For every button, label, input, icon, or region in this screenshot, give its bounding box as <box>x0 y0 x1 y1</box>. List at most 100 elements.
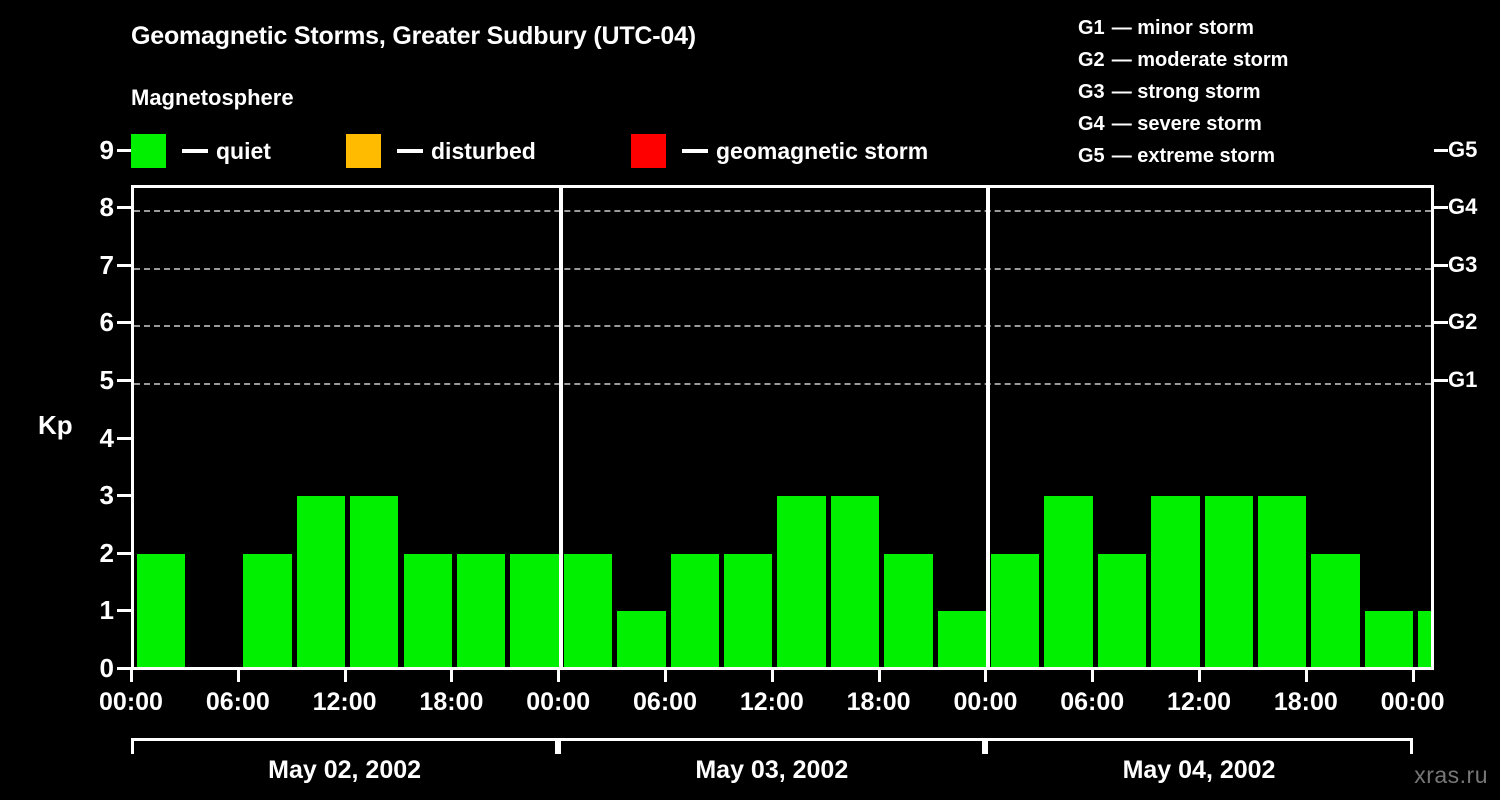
x-axis-tick-label: 18:00 <box>846 688 911 716</box>
x-axis-tick <box>1411 670 1415 682</box>
bar <box>1418 611 1431 667</box>
y-axis-tick-label: 2 <box>99 537 114 568</box>
g-legend-code: G2 <box>1078 48 1105 71</box>
legend-label: geomagnetic storm <box>716 137 929 164</box>
y-axis-tick <box>117 206 131 210</box>
y-axis-tick <box>117 436 131 440</box>
bar <box>1151 496 1200 667</box>
x-axis-tick-label: 00:00 <box>953 688 1018 716</box>
g-legend-code: G5 <box>1078 144 1105 167</box>
g-scale-legend: G1 — minor storm G2 — moderate storm G3 — str… <box>1078 12 1288 172</box>
gridline <box>134 267 1431 270</box>
g-legend-description: — strong storm <box>1111 80 1261 103</box>
g-legend-description: — extreme storm <box>1111 144 1276 167</box>
g-axis-tick <box>1434 148 1448 152</box>
g-legend-description: — severe storm <box>1111 112 1262 135</box>
x-axis-tick <box>557 670 561 682</box>
legend-entry: quiet <box>131 133 271 169</box>
legend-label: quiet <box>216 137 271 164</box>
bar <box>617 611 666 667</box>
y-axis-tick-label: 6 <box>99 307 114 338</box>
watermark: xras.ru <box>1414 762 1488 788</box>
x-axis-tick <box>236 670 240 682</box>
y-axis-tick <box>117 321 131 325</box>
g-legend-code: G3 <box>1078 80 1105 103</box>
x-axis-tick-label: 00:00 <box>1380 688 1445 716</box>
x-axis-tick <box>664 670 668 682</box>
x-axis-tick-label: 12:00 <box>739 688 804 716</box>
bar <box>243 553 292 667</box>
y-axis-tick <box>117 667 131 670</box>
x-axis-tick-label: 06:00 <box>633 688 697 716</box>
x-axis-tick <box>130 670 133 682</box>
legend-dash-icon <box>397 149 423 153</box>
g-axis-tick <box>1434 379 1448 382</box>
bar <box>1097 553 1147 667</box>
date-label: May 04, 2002 <box>1122 756 1276 784</box>
bar <box>563 553 613 667</box>
bar <box>1204 496 1253 667</box>
storm-swatch <box>631 134 666 168</box>
y-axis-tick-label: 8 <box>99 192 114 223</box>
g-axis-tick <box>1434 206 1448 210</box>
legend-label: disturbed <box>431 137 536 164</box>
y-axis-tick <box>117 609 131 613</box>
y-axis-tick-label: 0 <box>99 653 114 683</box>
plot-area <box>131 185 1434 670</box>
g-axis-tick-label: G3 <box>1448 251 1478 277</box>
x-axis-tick <box>984 670 988 682</box>
y-axis-tick <box>117 263 131 267</box>
date-bracket <box>985 738 1413 754</box>
bar <box>777 496 826 667</box>
gridline <box>134 383 1431 385</box>
y-axis-tick <box>117 551 131 555</box>
x-axis-tick <box>1198 670 1202 682</box>
bar <box>723 553 773 667</box>
bar <box>1364 611 1414 667</box>
day-separator <box>559 188 564 667</box>
g-legend-row: G1 — minor storm <box>1078 12 1288 44</box>
g-legend-row: G2 — moderate storm <box>1078 44 1288 76</box>
x-axis-tick <box>877 670 881 682</box>
bar <box>830 496 880 667</box>
date-label: May 02, 2002 <box>268 756 422 784</box>
x-axis-tick-label: 12:00 <box>312 688 377 716</box>
bar <box>510 553 559 667</box>
y-axis-tick-label: 4 <box>99 422 114 453</box>
y-axis-tick <box>117 494 131 498</box>
x-axis-tick-label: 00:00 <box>526 688 591 716</box>
g-legend-row: G3 — strong storm <box>1078 76 1288 108</box>
y-axis-tick <box>117 379 131 382</box>
x-axis-tick <box>1091 670 1095 682</box>
g-legend-code: G1 <box>1078 16 1105 39</box>
legend-dash-icon <box>682 149 708 153</box>
g-legend-row: G5 — extreme storm <box>1078 140 1288 172</box>
x-axis-tick-label: 18:00 <box>419 688 484 716</box>
x-axis-tick <box>450 670 454 682</box>
y-axis-tick-label: 7 <box>99 249 114 280</box>
quiet-swatch <box>131 134 166 168</box>
date-bracket <box>131 738 559 754</box>
bar <box>670 553 719 667</box>
bar <box>1257 496 1307 667</box>
legend-entry: geomagnetic storm <box>631 133 928 169</box>
x-axis-tick <box>1304 670 1308 682</box>
x-axis-tick <box>770 670 774 682</box>
x-axis-tick-label: 06:00 <box>205 688 270 716</box>
y-axis-tick-label: 9 <box>99 134 114 165</box>
g-legend-description: — moderate storm <box>1111 48 1289 71</box>
bar <box>350 496 399 667</box>
g-legend-description: — minor storm <box>1111 16 1254 39</box>
x-axis-tick <box>343 670 347 682</box>
bar <box>1311 553 1360 667</box>
y-axis-title: Kp <box>38 410 73 440</box>
y-axis-tick-label: 3 <box>99 480 114 511</box>
g-legend-code: G4 <box>1078 112 1105 135</box>
y-axis-tick-label: 1 <box>99 595 114 626</box>
x-axis-tick-label: 00:00 <box>99 688 163 716</box>
date-label: May 03, 2002 <box>695 756 849 784</box>
g-axis-tick-label: G1 <box>1448 367 1478 392</box>
bar <box>937 611 986 667</box>
disturbed-swatch <box>346 134 381 168</box>
